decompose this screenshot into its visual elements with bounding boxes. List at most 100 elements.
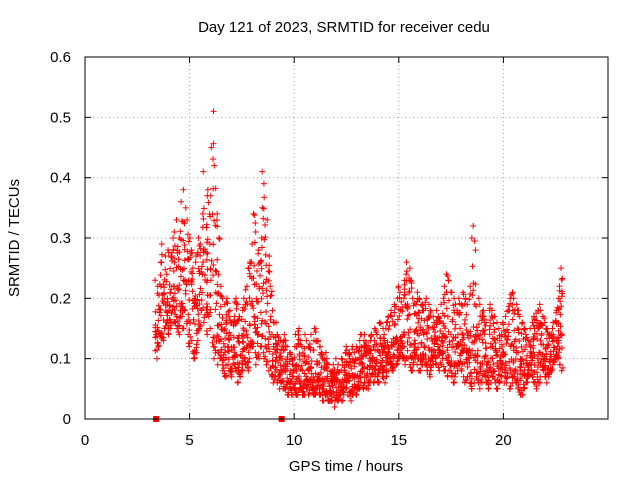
data-point [205, 199, 212, 206]
data-point [222, 354, 229, 361]
data-point [238, 367, 245, 374]
data-point [175, 286, 182, 293]
chart-title: Day 121 of 2023, SRMTID for receiver ced… [198, 19, 490, 36]
data-point [289, 373, 296, 380]
data-point [259, 168, 266, 175]
data-point [215, 322, 222, 329]
data-point [283, 343, 290, 350]
data-point [225, 356, 232, 363]
data-point [252, 228, 259, 235]
data-point [260, 205, 267, 212]
data-point [287, 383, 294, 390]
data-point [208, 257, 215, 264]
data-point [259, 332, 266, 339]
data-point [175, 256, 182, 263]
data-point [278, 369, 285, 376]
data-point [262, 251, 269, 258]
data-point [230, 334, 237, 341]
data-point [158, 241, 165, 248]
data-point [213, 300, 220, 307]
data-point [217, 292, 224, 299]
data-point [258, 265, 265, 272]
data-point [282, 337, 289, 344]
data-point [232, 321, 239, 328]
data-point [257, 258, 264, 265]
data-point [240, 304, 247, 311]
data-point [226, 329, 233, 336]
x-tick-label: 5 [185, 432, 193, 449]
data-point [243, 283, 250, 290]
data-point [168, 320, 175, 327]
data-point [223, 299, 230, 306]
data-point [269, 307, 276, 314]
data-point [266, 262, 273, 269]
data-point [267, 293, 274, 300]
data-point [175, 329, 182, 336]
data-point [217, 303, 224, 310]
data-point [155, 342, 162, 349]
data-point [223, 320, 230, 327]
data-point [244, 359, 251, 366]
data-point [210, 355, 217, 362]
data-point [162, 266, 169, 273]
data-point [232, 352, 239, 359]
data-point [262, 234, 269, 241]
data-point [161, 284, 168, 291]
data-point [265, 268, 272, 275]
data-point [239, 366, 246, 373]
data-point [192, 292, 199, 299]
data-point [163, 271, 170, 278]
data-point [239, 338, 246, 345]
data-point [295, 325, 302, 332]
data-point [256, 283, 263, 290]
data-point [158, 259, 165, 266]
data-point [252, 219, 259, 226]
data-point [184, 216, 191, 223]
data-point [207, 325, 214, 332]
data-point [249, 339, 256, 346]
data-point [262, 353, 269, 360]
data-point [171, 306, 178, 313]
data-point [215, 235, 222, 241]
data-point [284, 375, 291, 382]
data-point [171, 259, 178, 266]
data-point [186, 235, 193, 241]
data-point [184, 248, 191, 255]
data-point [293, 376, 300, 383]
data-point [275, 373, 282, 380]
data-point [261, 236, 268, 243]
data-point [189, 288, 196, 295]
data-point [216, 311, 223, 318]
data-point [214, 290, 221, 297]
data-point [200, 215, 207, 222]
data-point [199, 289, 206, 296]
data-point [169, 296, 176, 303]
data-point [196, 321, 203, 328]
data-point [191, 354, 198, 361]
data-point [293, 368, 300, 375]
data-point [230, 360, 237, 367]
data-point [176, 249, 183, 256]
data-point [200, 168, 207, 175]
data-point [180, 186, 187, 193]
data-point [262, 221, 269, 228]
data-point [175, 286, 182, 293]
data-point [170, 267, 177, 274]
data-point [181, 257, 188, 264]
data-point [251, 318, 258, 325]
data-point [162, 253, 169, 260]
data-point [225, 308, 232, 315]
x-tick-label: 10 [286, 432, 303, 449]
data-point [157, 306, 164, 313]
data-point [288, 355, 295, 362]
data-point [265, 323, 272, 330]
data-point [240, 339, 247, 346]
data-point [154, 339, 161, 346]
data-point [194, 305, 201, 312]
data-point [172, 297, 179, 304]
data-point [241, 333, 248, 340]
data-point [268, 292, 275, 299]
data-point [260, 349, 267, 356]
data-point [208, 144, 215, 151]
data-point [166, 303, 173, 310]
